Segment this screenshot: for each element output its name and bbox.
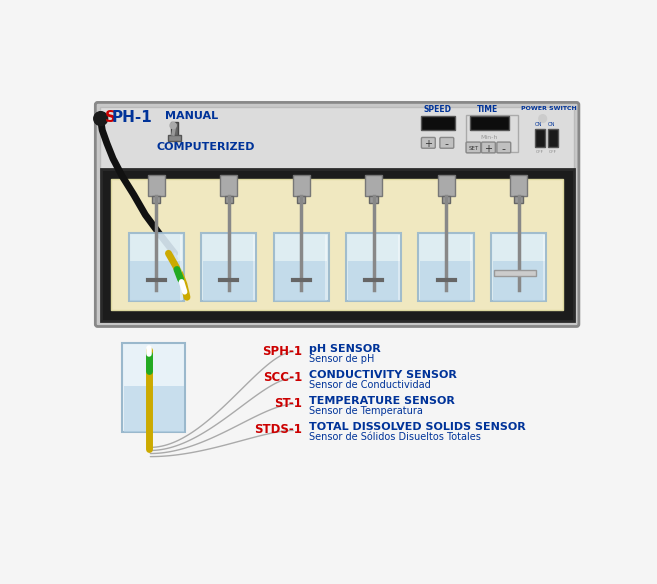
Bar <box>168 135 181 141</box>
Bar <box>514 196 523 203</box>
Bar <box>466 114 518 152</box>
Bar <box>419 234 474 301</box>
Circle shape <box>94 112 108 126</box>
Text: TOTAL DISSOLVED SOLIDS SENSOR: TOTAL DISSOLVED SOLIDS SENSOR <box>309 422 526 432</box>
Text: SPEED: SPEED <box>424 106 452 114</box>
Bar <box>180 235 183 300</box>
Text: POWER SWITCH: POWER SWITCH <box>521 106 577 111</box>
Bar <box>535 128 545 147</box>
Bar <box>325 235 327 300</box>
Text: ON: ON <box>534 121 542 127</box>
FancyBboxPatch shape <box>440 137 454 148</box>
Text: Sensor de Conductividad: Sensor de Conductividad <box>309 380 430 390</box>
Text: +: + <box>424 139 432 149</box>
Bar <box>420 261 472 301</box>
Text: PH-1: PH-1 <box>112 110 152 126</box>
Text: +: + <box>484 144 492 154</box>
Bar <box>346 234 401 301</box>
Bar <box>152 196 160 203</box>
Text: STDS-1: STDS-1 <box>254 423 302 436</box>
Text: pH SENSOR: pH SENSOR <box>309 344 380 354</box>
Text: -: - <box>501 144 505 154</box>
Bar <box>397 235 400 300</box>
Bar <box>421 116 455 130</box>
Bar <box>275 261 327 301</box>
Text: -: - <box>444 139 449 149</box>
Bar <box>470 116 509 130</box>
Text: Sensor de Sólidos Disueltos Totales: Sensor de Sólidos Disueltos Totales <box>309 432 480 442</box>
Bar <box>253 235 255 300</box>
FancyBboxPatch shape <box>421 137 436 148</box>
Bar <box>365 175 382 196</box>
Bar <box>442 196 451 203</box>
Text: OFF: OFF <box>535 151 543 155</box>
Text: TIME: TIME <box>476 106 498 114</box>
Bar <box>112 179 564 310</box>
Circle shape <box>539 114 547 123</box>
Text: OFF: OFF <box>549 151 556 155</box>
Text: ON: ON <box>548 121 556 127</box>
Bar <box>470 235 472 300</box>
Bar <box>171 121 179 135</box>
Bar <box>124 386 184 432</box>
Text: TEMPERATURE SENSOR: TEMPERATURE SENSOR <box>309 396 455 406</box>
Text: MANUAL: MANUAL <box>165 112 217 121</box>
Text: ST-1: ST-1 <box>275 397 302 410</box>
Bar <box>438 175 455 196</box>
Bar <box>202 261 255 301</box>
Bar <box>201 234 256 301</box>
Bar <box>510 175 527 196</box>
Bar <box>100 107 574 178</box>
Text: Min-h: Min-h <box>481 134 498 140</box>
Bar <box>129 234 184 301</box>
Circle shape <box>170 123 176 128</box>
Text: SET: SET <box>468 146 478 151</box>
Text: SPH-1: SPH-1 <box>262 345 302 357</box>
FancyBboxPatch shape <box>482 142 495 153</box>
Bar <box>348 261 400 301</box>
FancyBboxPatch shape <box>95 102 579 326</box>
Bar <box>101 169 574 321</box>
FancyBboxPatch shape <box>466 142 481 153</box>
Bar <box>273 234 329 301</box>
Bar <box>220 175 237 196</box>
Bar <box>297 196 306 203</box>
Bar <box>293 175 309 196</box>
Text: COMPUTERIZED: COMPUTERIZED <box>157 142 256 152</box>
Bar <box>493 261 545 301</box>
FancyBboxPatch shape <box>497 142 510 153</box>
Bar <box>494 270 536 276</box>
Bar <box>548 128 558 147</box>
Bar <box>130 261 183 301</box>
Text: Sensor de Temperatura: Sensor de Temperatura <box>309 406 422 416</box>
Text: SCC-1: SCC-1 <box>263 371 302 384</box>
Text: S: S <box>105 110 116 126</box>
Text: Sensor de pH: Sensor de pH <box>309 354 374 364</box>
Text: CONDUCTIVITY SENSOR: CONDUCTIVITY SENSOR <box>309 370 457 380</box>
Bar <box>369 196 378 203</box>
Bar <box>225 196 233 203</box>
Bar <box>122 343 185 432</box>
Bar <box>543 235 545 300</box>
Bar <box>491 234 547 301</box>
Bar <box>148 175 165 196</box>
